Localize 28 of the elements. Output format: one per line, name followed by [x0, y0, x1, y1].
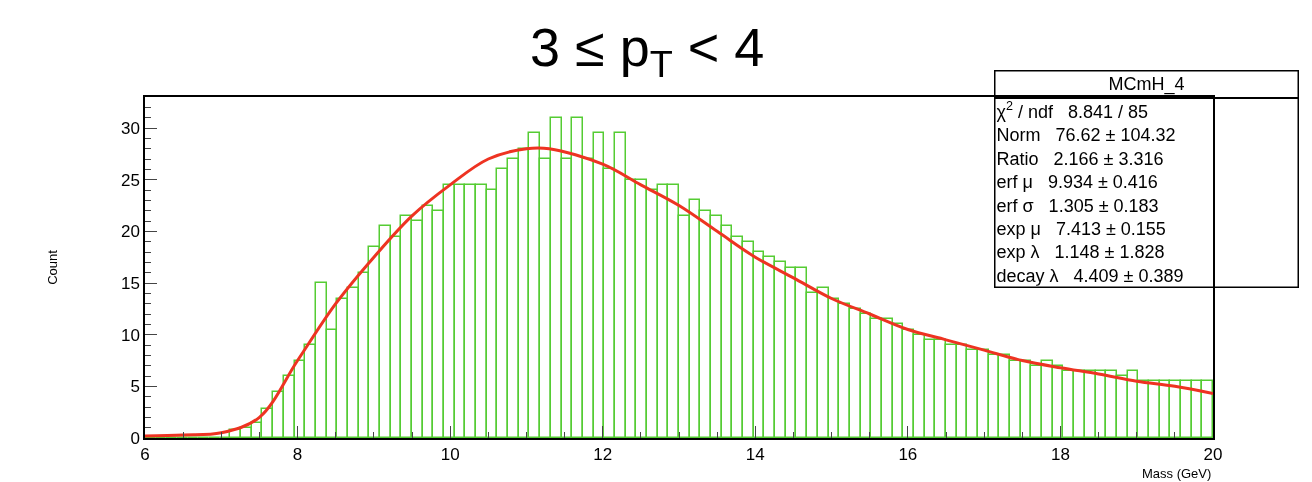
annotation: χ$^{2}$ / ndf 8.841 / 85 — [996, 99, 1149, 123]
x-tick-label: 20 — [1203, 445, 1223, 465]
y-tick-label: 20 — [120, 222, 140, 242]
annotation: exp λ 1.148 ± 1.828 — [996, 242, 1165, 263]
annotation: decay λ 4.409 ± 0.389 — [996, 265, 1184, 286]
annotation: Norm 76.62 ± 104.32 — [996, 125, 1176, 146]
x-tick-label: 14 — [745, 445, 765, 465]
x-tick-label: 8 — [292, 445, 303, 465]
x-tick-label: 6 — [140, 445, 150, 465]
y-tick-label: 5 — [130, 377, 140, 397]
y-tick-label: 10 — [120, 325, 140, 345]
text: MCmH_4 — [1108, 74, 1185, 95]
annotation: exp μ 7.413 ± 0.155 — [996, 219, 1166, 240]
x-tick-label: 10 — [440, 445, 460, 465]
x-tick-label: 18 — [1050, 445, 1070, 465]
annotation: erf σ 1.305 ± 0.183 — [996, 195, 1159, 216]
annotation: Ratio 2.166 ± 3.316 — [996, 148, 1164, 169]
chart-title: 3 ≤ p$_{T}$ < 4 — [530, 17, 765, 86]
x-tick-label: 12 — [593, 445, 613, 465]
y-axis-title: Count — [45, 249, 61, 285]
y-tick-label: 0 — [130, 428, 140, 448]
y-tick-label: 15 — [120, 273, 140, 293]
line-series — [145, 146, 1213, 438]
annotation: erf μ 9.934 ± 0.416 — [996, 172, 1158, 193]
y-tick-label: 25 — [120, 170, 140, 190]
x-axis-title: Mass (GeV) — [1142, 466, 1212, 481]
x-tick-label: 16 — [898, 445, 918, 465]
y-tick-label: 30 — [120, 118, 140, 138]
